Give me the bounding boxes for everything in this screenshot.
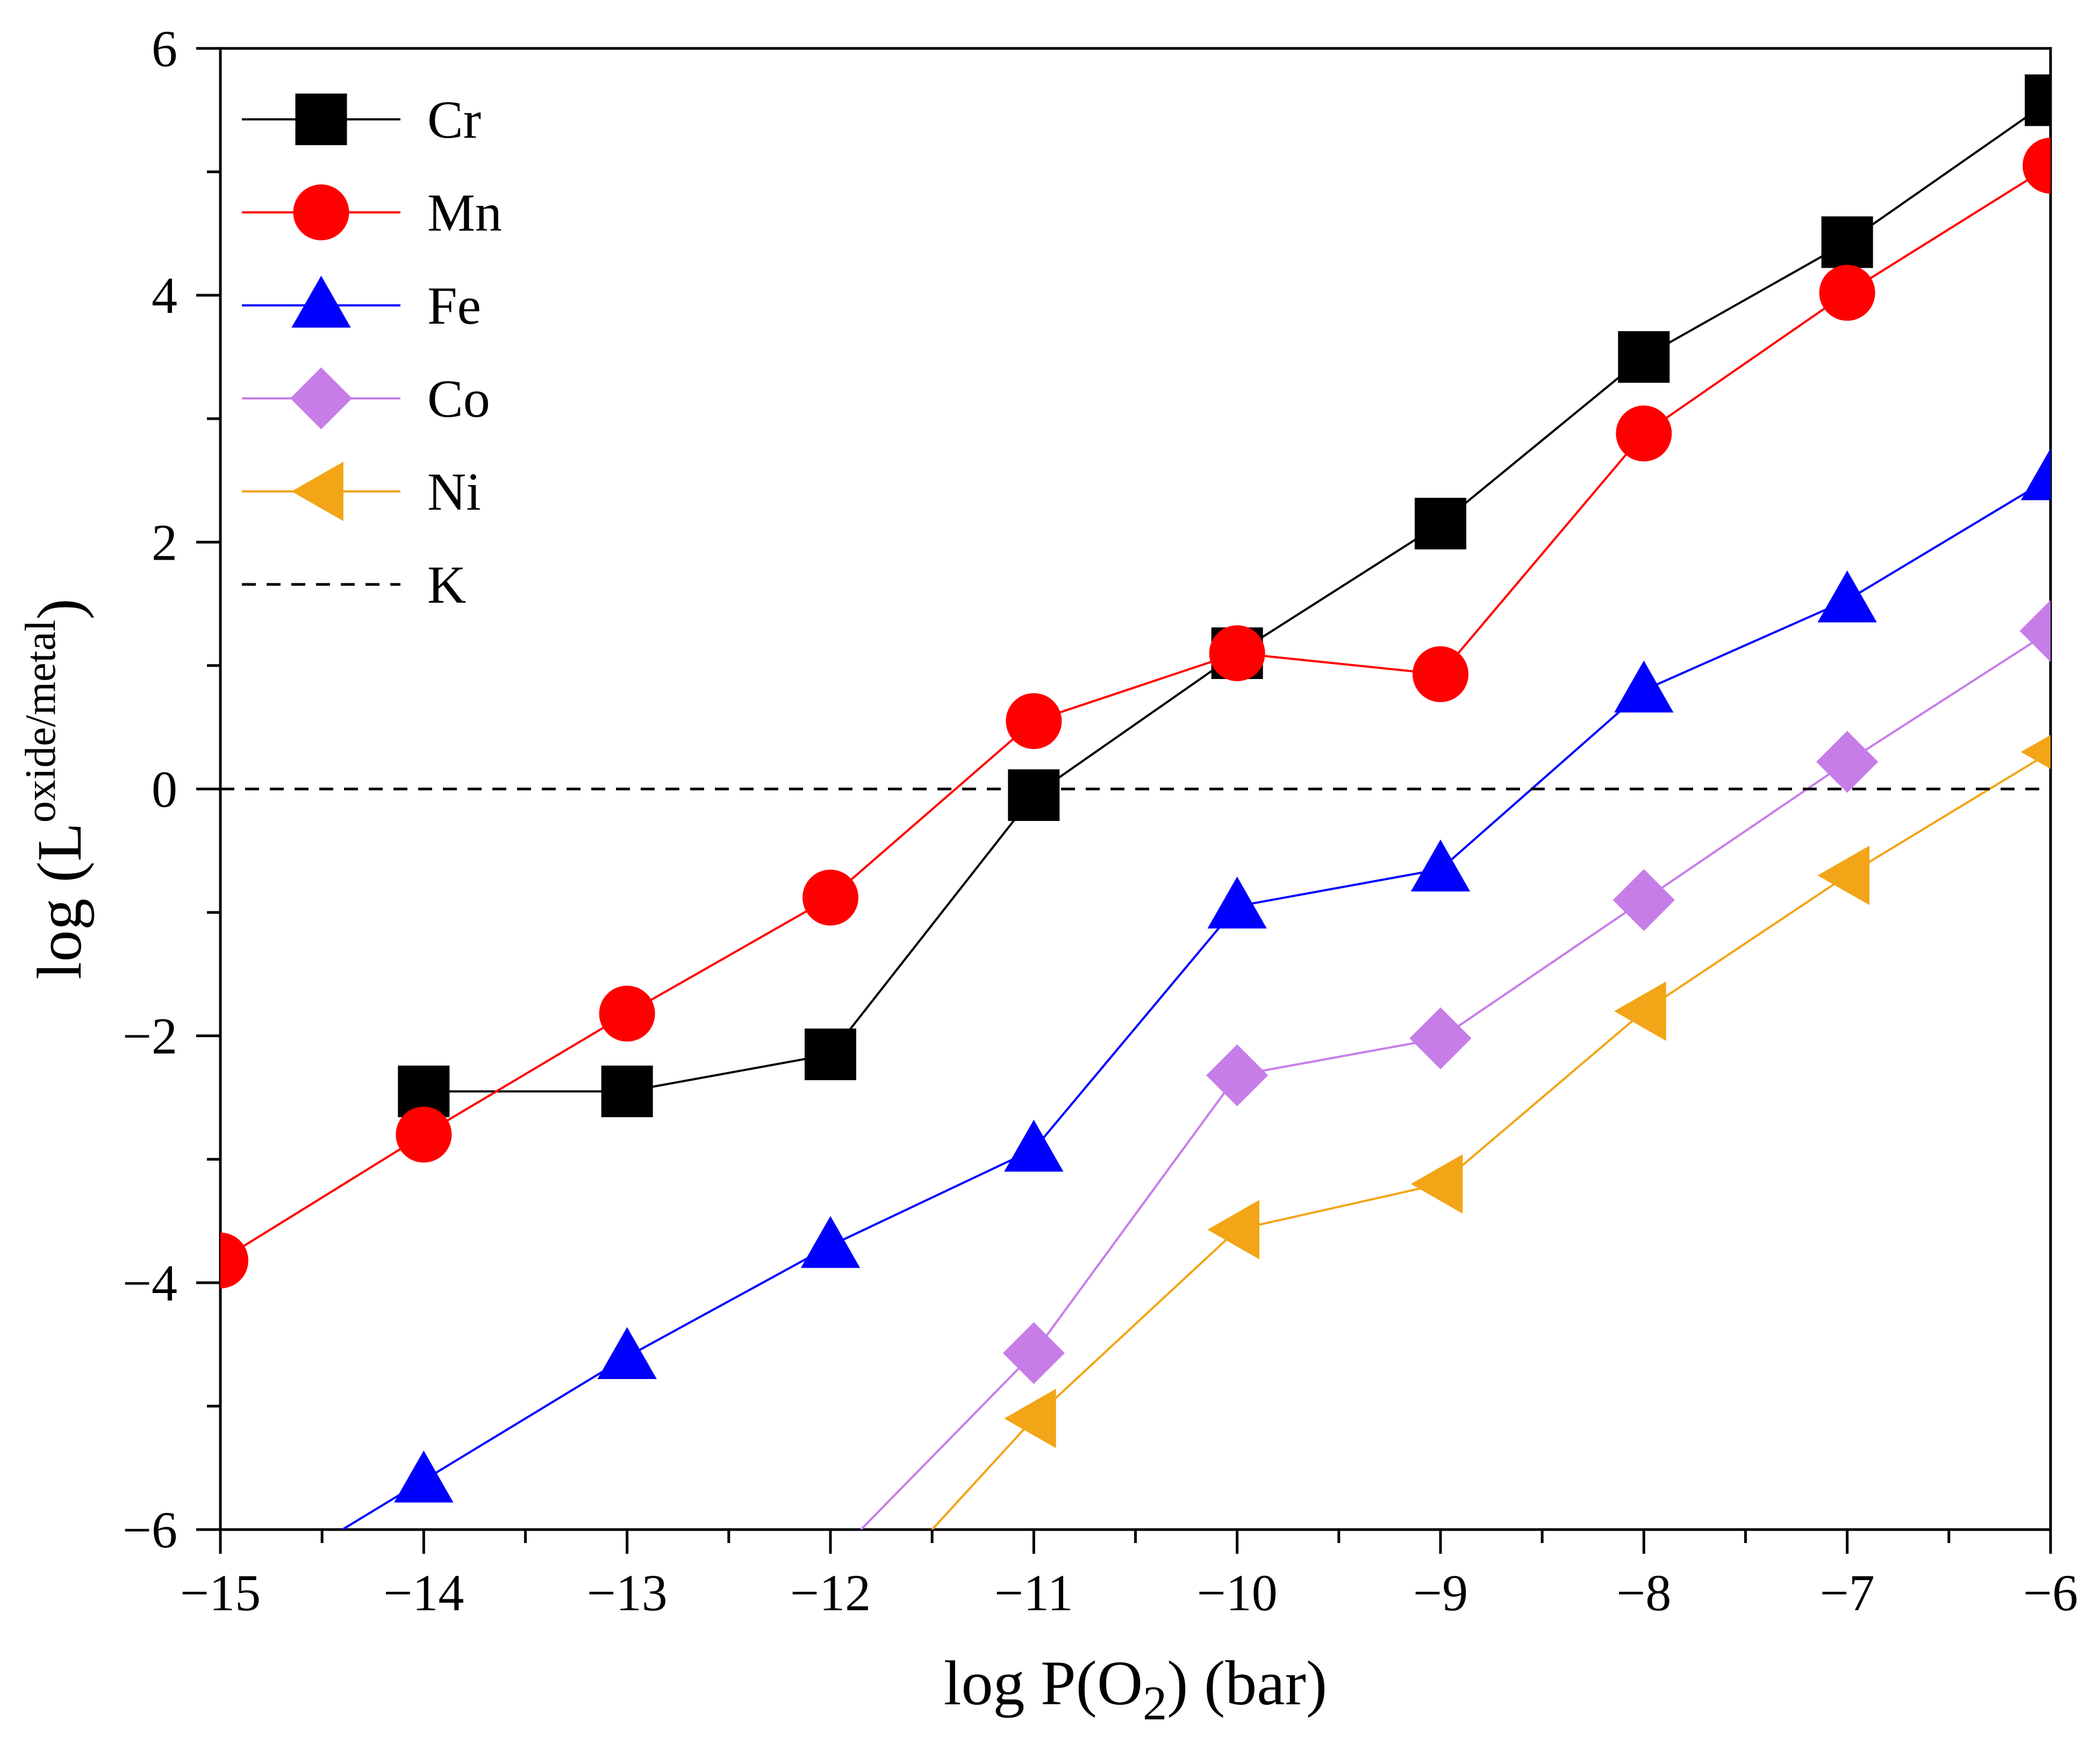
y-axis: −6 −4 −2 0 2 4 6	[123, 20, 220, 1559]
legend-item-co: Co	[242, 367, 490, 430]
legend-label-ni: Ni	[427, 462, 481, 522]
y-axis-title: log (Loxide/metal)	[17, 598, 95, 980]
data-point-fe	[1004, 1119, 1064, 1172]
legend-label-cr: Cr	[427, 90, 481, 149]
series-layer	[220, 74, 2051, 1530]
y-tick-label: −6	[123, 1501, 177, 1559]
data-point-fe	[394, 1450, 454, 1503]
x-tick-label: −12	[790, 1564, 871, 1622]
y-tick-label: −4	[123, 1254, 177, 1312]
data-point-cr	[1415, 497, 1466, 549]
data-point-mn	[220, 1232, 248, 1289]
y-tick-label: −2	[123, 1008, 177, 1065]
legend-label-co: Co	[427, 369, 490, 428]
data-point-ni	[1614, 981, 1666, 1041]
series-mn	[220, 138, 2051, 1289]
data-point-cr	[1008, 769, 1060, 821]
data-point-mn	[1616, 405, 1672, 462]
data-point-ni	[1410, 1154, 1463, 1214]
data-point-mn	[1006, 693, 1062, 749]
data-point-mn	[802, 869, 858, 926]
data-point-cr	[805, 1028, 856, 1081]
data-point-ni	[1817, 846, 1870, 905]
x-tick-label: −14	[383, 1564, 464, 1622]
series-fe	[341, 448, 2051, 1530]
y-tick-label: 4	[152, 267, 177, 324]
y-axis-title-superscript: oxide/metal	[17, 619, 64, 823]
x-axis-title: log P(O2) (bar)	[944, 1648, 1327, 1730]
x-tick-label: −11	[994, 1564, 1073, 1622]
data-point-cr	[1821, 216, 1873, 268]
x-tick-label: −9	[1413, 1564, 1468, 1622]
legend-marker-mn	[293, 184, 349, 240]
data-point-ni	[1004, 1389, 1056, 1448]
legend: Cr Mn Fe Co Ni K	[242, 90, 502, 615]
data-point-co	[1206, 1044, 1268, 1106]
legend-label-k: K	[427, 555, 466, 615]
legend-item-fe: Fe	[242, 275, 481, 335]
data-point-fe	[1614, 660, 1674, 713]
data-point-mn	[1819, 265, 1875, 321]
data-point-co	[1002, 1322, 1065, 1384]
x-axis-title-suffix: ) (bar)	[1167, 1648, 1327, 1718]
legend-label-fe: Fe	[427, 276, 481, 335]
data-point-fe	[1817, 570, 1877, 623]
data-point-co	[1612, 869, 1675, 931]
x-tick-label: −7	[1820, 1564, 1875, 1622]
x-axis: −15 −14 −13 −12 −11 −10 −9 −8 −7 −6	[180, 1530, 2078, 1622]
series-co	[860, 600, 2051, 1530]
data-point-mn	[599, 985, 655, 1042]
x-tick-label: −10	[1197, 1564, 1278, 1622]
legend-item-cr: Cr	[242, 90, 481, 149]
y-tick-label: 6	[152, 20, 177, 77]
data-point-mn	[396, 1106, 452, 1163]
y-tick-label: 2	[152, 513, 177, 571]
legend-item-mn: Mn	[242, 183, 502, 242]
data-point-fe	[597, 1327, 657, 1379]
data-point-ni	[1207, 1199, 1260, 1260]
x-tick-label: −13	[587, 1564, 668, 1622]
data-point-fe	[1207, 876, 1267, 929]
legend-marker-ni	[291, 461, 343, 522]
data-point-co	[1816, 731, 1879, 793]
x-axis-title-subscript: 2	[1143, 1677, 1167, 1730]
data-point-mn	[2023, 138, 2051, 194]
data-point-ni	[2020, 735, 2051, 769]
data-point-cr	[601, 1065, 653, 1117]
legend-item-ni: Ni	[242, 461, 481, 522]
x-axis-title-prefix: log P(O	[944, 1648, 1143, 1718]
series-line-fe	[341, 477, 2051, 1530]
legend-marker-fe	[291, 275, 351, 328]
data-point-co	[1409, 1007, 1472, 1069]
y-axis-title-suffix: )	[24, 598, 95, 619]
y-axis-title-prefix: log (L	[24, 823, 95, 980]
x-tick-label: −8	[1616, 1564, 1671, 1622]
data-point-fe	[1410, 839, 1471, 892]
data-point-fe	[800, 1216, 861, 1268]
series-ni	[931, 735, 2051, 1530]
x-tick-label: −15	[180, 1564, 261, 1622]
legend-marker-co	[290, 367, 353, 430]
data-point-co	[2019, 600, 2051, 662]
series-line-mn	[220, 165, 2051, 1262]
data-point-cr	[1618, 331, 1670, 383]
data-point-mn	[1413, 646, 1468, 702]
legend-label-mn: Mn	[427, 183, 502, 242]
data-point-mn	[1209, 625, 1265, 681]
data-point-fe	[2020, 448, 2051, 501]
legend-item-k: K	[242, 555, 466, 615]
x-tick-label: −6	[2023, 1564, 2078, 1622]
legend-marker-cr	[295, 94, 347, 145]
data-point-cr	[2025, 74, 2051, 126]
y-tick-label: 0	[152, 761, 177, 818]
